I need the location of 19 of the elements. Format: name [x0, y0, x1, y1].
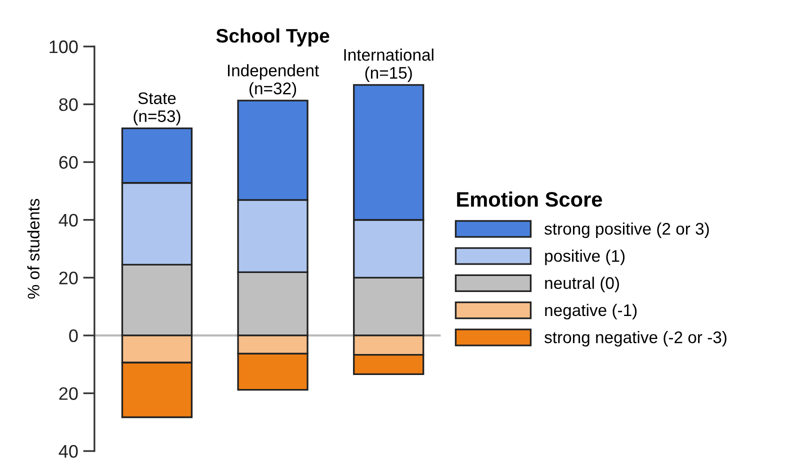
- y-tick-label: 20: [59, 387, 78, 400]
- y-axis-title: % of students: [27, 198, 40, 299]
- legend-title: Emotion Score: [457, 191, 602, 207]
- legend-label: positive (1): [545, 250, 625, 266]
- legend-label: strong positive (2 or 3): [544, 222, 709, 238]
- y-tick-label: 0: [69, 329, 78, 342]
- legend-label: neutral (0): [545, 276, 619, 292]
- legend-label: strong negative (-2 or -3): [544, 330, 726, 347]
- x-tick-label: State (n=53): [134, 92, 180, 126]
- x-tick-label: Independent (n=32): [228, 64, 320, 98]
- y-tick-label: 80: [59, 98, 78, 112]
- x-tick-label: International (n=15): [344, 48, 434, 82]
- y-tick-label: 40: [58, 444, 78, 458]
- y-tick-label: 20: [59, 272, 78, 284]
- chart-title: School Type: [216, 28, 330, 46]
- y-tick-label: 100: [50, 40, 78, 54]
- y-tick-label: 60: [59, 156, 78, 169]
- legend-label: negative (-1): [545, 304, 637, 320]
- y-tick-label: 40: [58, 214, 78, 227]
